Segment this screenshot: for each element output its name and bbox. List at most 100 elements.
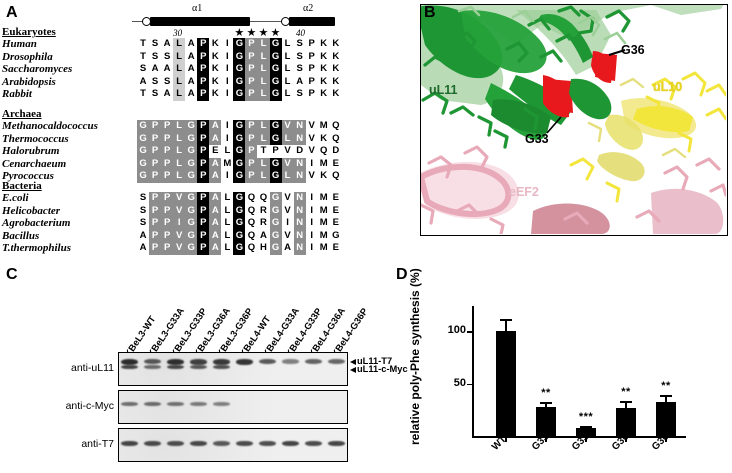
alignment-residue: L (281, 63, 294, 76)
alignment-residue: P (197, 242, 210, 255)
species-name: Rabbit (2, 88, 32, 101)
alignment-residue: P (197, 75, 210, 89)
blot-band (167, 402, 184, 407)
alignment-residue: K (317, 88, 330, 101)
alignment-residue: P (161, 204, 174, 218)
bar-WT (495, 331, 517, 436)
species-name: Cenarchaeum (2, 157, 67, 170)
alignment-residue: P (197, 145, 210, 158)
alignment-residue: V (281, 204, 294, 218)
helix-leader-line-left (132, 21, 144, 23)
alignment-residue: K (329, 38, 342, 51)
alignment-residue: Q (329, 120, 342, 133)
alignment-residue: L (281, 88, 294, 101)
panel-b-letter: B (424, 4, 436, 21)
alignment-residue: A (137, 75, 150, 89)
alignment-residue: V (305, 120, 318, 133)
y-tick-label: 100 (447, 324, 466, 336)
group-heading-bacteria: Bacteria (2, 180, 42, 192)
alignment-residue: P (161, 192, 174, 205)
alignment-residue: S (149, 38, 162, 51)
conservation-star-icon: ★ (258, 27, 269, 39)
alignment-residue: K (209, 63, 222, 76)
alignment-residue: P (305, 88, 318, 101)
alignment-residue: M (317, 217, 330, 230)
group-heading-eukaryotes: Eukaryotes (2, 26, 56, 38)
alignment-residue: V (173, 229, 186, 243)
alignment-residue: A (209, 132, 222, 146)
species-name: Halorubrum (2, 145, 60, 158)
blot-band (236, 359, 253, 366)
blot-panel-anti-uL11 (118, 352, 348, 386)
alignment-residue: S (293, 63, 306, 76)
alignment-residue: K (317, 75, 330, 89)
alignment-residue: S (149, 88, 162, 101)
alignment-residue: A (209, 217, 222, 230)
alignment-residue: V (173, 204, 186, 218)
alignment-residue: G (233, 242, 246, 255)
alignment-residue: P (197, 38, 210, 51)
alignment-residue: V (305, 170, 318, 183)
alignment-residue: P (245, 75, 258, 89)
alignment-residue: A (185, 75, 198, 89)
blot-band (190, 441, 207, 447)
alignment-residue: S (161, 75, 174, 89)
alignment-residue: G (137, 132, 150, 146)
conservation-star-icon: ★ (270, 27, 281, 39)
blot-band (213, 402, 230, 407)
alignment-residue: G (269, 120, 282, 133)
alignment-residue: G (269, 242, 282, 255)
alignment-residue: G (185, 157, 198, 171)
alignment-residue: L (173, 120, 186, 133)
alignment-residue: H (257, 242, 270, 255)
alignment-residue: I (305, 217, 318, 230)
alignment-residue: A (209, 170, 222, 183)
alignment-residue: S (149, 50, 162, 64)
alignment-residue: Q (245, 242, 258, 255)
blot-band (144, 402, 161, 407)
alignment-residue: E (329, 217, 342, 230)
alignment-residue: N (293, 170, 306, 183)
alignment-residue: I (173, 217, 186, 230)
residue-number-40: 40 (296, 28, 306, 38)
alignment-residue: E (329, 242, 342, 255)
alignment-residue: G (233, 192, 246, 205)
blot-band (190, 364, 207, 370)
helix-label-alpha2: α2 (303, 3, 314, 14)
alignment-residue: G (137, 145, 150, 158)
alignment-residue: Q (329, 132, 342, 146)
alignment-residue: L (257, 132, 270, 146)
alignment-residue: P (197, 63, 210, 76)
alignment-residue: A (137, 229, 150, 243)
species-name: Bacillus (2, 229, 40, 242)
bar-G36A (615, 407, 637, 436)
species-name: E.coli (2, 192, 29, 204)
alignment-residue: Q (329, 170, 342, 183)
alignment-residue: S (149, 75, 162, 89)
blot-band (213, 441, 230, 447)
alignment-residue: G (269, 157, 282, 171)
alignment-residue: P (149, 242, 162, 255)
alignment-residue: D (329, 145, 342, 158)
band-arrow-icon (350, 366, 356, 373)
group-heading-archaea: Archaea (2, 108, 42, 120)
alignment-residue: L (221, 192, 234, 205)
alignment-residue: I (221, 75, 234, 89)
blot-band (121, 359, 138, 366)
alignment-residue: S (137, 204, 150, 218)
alignment-residue: S (161, 50, 174, 64)
blot-band (305, 359, 322, 365)
error-bar-cap (499, 319, 513, 322)
alignment-residue: G (233, 50, 246, 64)
alignment-residue: Q (245, 229, 258, 243)
alignment-residue: I (305, 192, 318, 205)
blot-band (213, 359, 230, 366)
alignment-residue: V (281, 157, 294, 171)
alignment-residue: L (173, 50, 186, 64)
alignment-residue: I (221, 132, 234, 146)
blot-band (305, 441, 322, 447)
alignment-residue: Q (317, 145, 330, 158)
species-name: Arabidopsis (2, 75, 56, 88)
